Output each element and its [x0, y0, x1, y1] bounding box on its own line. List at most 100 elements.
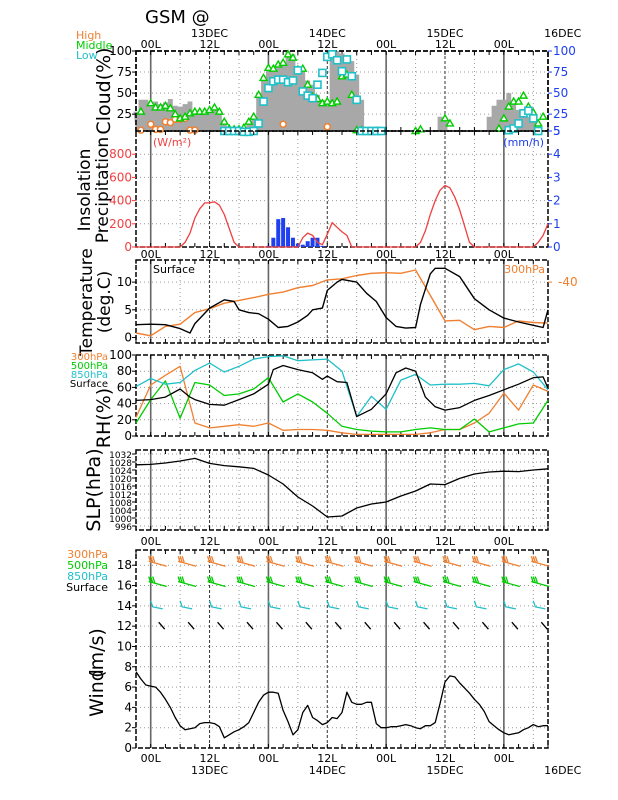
cloud-high-point: [166, 118, 175, 127]
top-date-label: 16DEC: [544, 27, 581, 40]
rh-legend-500hpa: 500hPa: [71, 361, 108, 372]
cloud-middle-point: [219, 116, 230, 125]
slp-left-ytick-label: 1016: [109, 483, 132, 493]
cloud-low-point: [509, 124, 518, 133]
wind-barb-500hpa: [295, 576, 315, 588]
wind-barb-feather: [267, 556, 272, 563]
wind-barb-300hpa: [501, 556, 521, 567]
cloud-high-point: [137, 126, 145, 134]
slp-left-ytick-label: 1008: [109, 499, 132, 509]
wind-barb-500hpa: [501, 576, 521, 588]
rh-legend-850hpa: 850hPa: [71, 370, 108, 381]
temperature-left-ytick-label: 5: [124, 303, 132, 317]
cloud-low-point: [524, 106, 533, 116]
wind-barb-500hpa: [177, 576, 197, 588]
bottom-hour-label: 12L: [200, 752, 221, 765]
insolation-line: [136, 184, 549, 248]
cloud-low-point: [313, 80, 322, 89]
bottom-hour-label: 12L: [317, 752, 338, 765]
wind-barb-300hpa: [442, 556, 462, 567]
wind-barb-850hpa: [503, 600, 516, 610]
insolation-hour-label: 12L: [200, 248, 221, 261]
wind-barb-feather: [530, 556, 534, 563]
cloud-low-point: [318, 68, 327, 78]
wind-barb-500hpa: [471, 576, 491, 588]
wind-barb-feather: [265, 556, 270, 563]
top-hour-label: 00L: [258, 38, 279, 51]
cloud-low-point: [347, 71, 357, 81]
cloud-middle-point: [288, 52, 298, 61]
wind-left-ytick-label: 6: [124, 680, 132, 694]
wind-barb-feather: [534, 556, 538, 563]
rh-legend-300hpa: 300hPa: [71, 352, 108, 363]
wind-legend-surface: Surface: [66, 581, 108, 594]
wind-barb-shaft: [501, 580, 521, 588]
wind-barb-feather: [148, 576, 152, 583]
cloud-middle-point: [278, 57, 288, 66]
wind-barb-shaft: [325, 580, 344, 588]
wind-left-ytick-label: 4: [124, 700, 132, 714]
cloud-low-point: [337, 66, 347, 76]
temperature-panel-frame: [135, 259, 549, 344]
precip-bar: [281, 218, 286, 247]
wind-barb-850hpa: [532, 600, 546, 610]
wind-barb-feather: [236, 576, 240, 583]
cloud-middle-point: [209, 102, 220, 111]
cloud-middle-point: [160, 100, 171, 109]
wind-barb-300hpa: [236, 556, 256, 567]
cloud-middle-point: [504, 101, 514, 110]
wind-barb-surface: [423, 621, 431, 630]
cloud-legend-high: High: [76, 29, 101, 42]
wind-barb-feather: [269, 576, 274, 583]
cloud-low-point: [514, 119, 523, 128]
precip-bar: [276, 219, 281, 247]
wind-barb-feather: [150, 576, 154, 583]
cloud-middle-point: [268, 63, 279, 72]
insolation-hour-label: 12L: [317, 248, 338, 261]
wind-barb-shaft: [207, 560, 226, 567]
bottom-date-label: 14DEC: [309, 764, 346, 777]
cloud-middle-point: [332, 96, 342, 105]
rh-panel-frame: [135, 354, 549, 437]
wind-left-ytick-label: 0: [124, 741, 132, 755]
bottom-hour-label: 12L: [435, 752, 456, 765]
wind-barb-300hpa: [530, 556, 550, 567]
cloud-low-point: [288, 76, 298, 85]
wind-barb-feather: [471, 576, 476, 583]
precip-unit: (mm/h): [503, 136, 544, 149]
rh-left-ytick-label: 80: [117, 364, 132, 378]
slp-hour-label: 00L: [494, 535, 515, 548]
wind-surface-speed-line: [135, 671, 548, 739]
wind-panel-frame: [135, 549, 549, 749]
rh-left-ytick-label: 20: [117, 413, 132, 427]
wind-barb-feather: [240, 576, 244, 583]
cloud-legend-low: Low: [76, 49, 98, 62]
wind-barb-feather: [473, 556, 478, 563]
wind-barb-shaft: [266, 560, 285, 567]
insolation-panel-frame: [135, 130, 549, 248]
wind-barb-feather: [444, 576, 448, 583]
cloud-low-point: [528, 114, 538, 123]
wind-barb-500hpa: [236, 576, 256, 588]
wind-barb-surface: [334, 621, 342, 630]
wind-barb-feather: [269, 556, 274, 563]
cloud-middle-point: [253, 89, 264, 98]
slp-panel-frame: [135, 449, 549, 531]
cloud-right-ytick-label: 50: [553, 86, 568, 100]
wind-barb-feather: [505, 576, 509, 583]
wind-barb-feather: [356, 576, 360, 583]
wind-barb-feather: [358, 556, 362, 563]
wind-barb-feather: [150, 556, 154, 563]
cloud-middle-point: [214, 106, 225, 115]
rh-ylabel: RH(%): [93, 388, 115, 448]
cloud-total-area: [133, 51, 551, 131]
wind-barb-500hpa: [265, 576, 285, 588]
slp-hour-label: 00L: [141, 535, 162, 548]
cloud-middle-point: [248, 111, 259, 120]
cloud-middle-point: [136, 106, 146, 115]
cloud-right-ytick-label: 25: [553, 107, 568, 121]
wind-barb-500hpa: [206, 576, 226, 588]
cloud-low-point: [332, 55, 342, 65]
wind-barb-shaft: [501, 560, 521, 567]
wind-barb-feather: [210, 576, 215, 583]
